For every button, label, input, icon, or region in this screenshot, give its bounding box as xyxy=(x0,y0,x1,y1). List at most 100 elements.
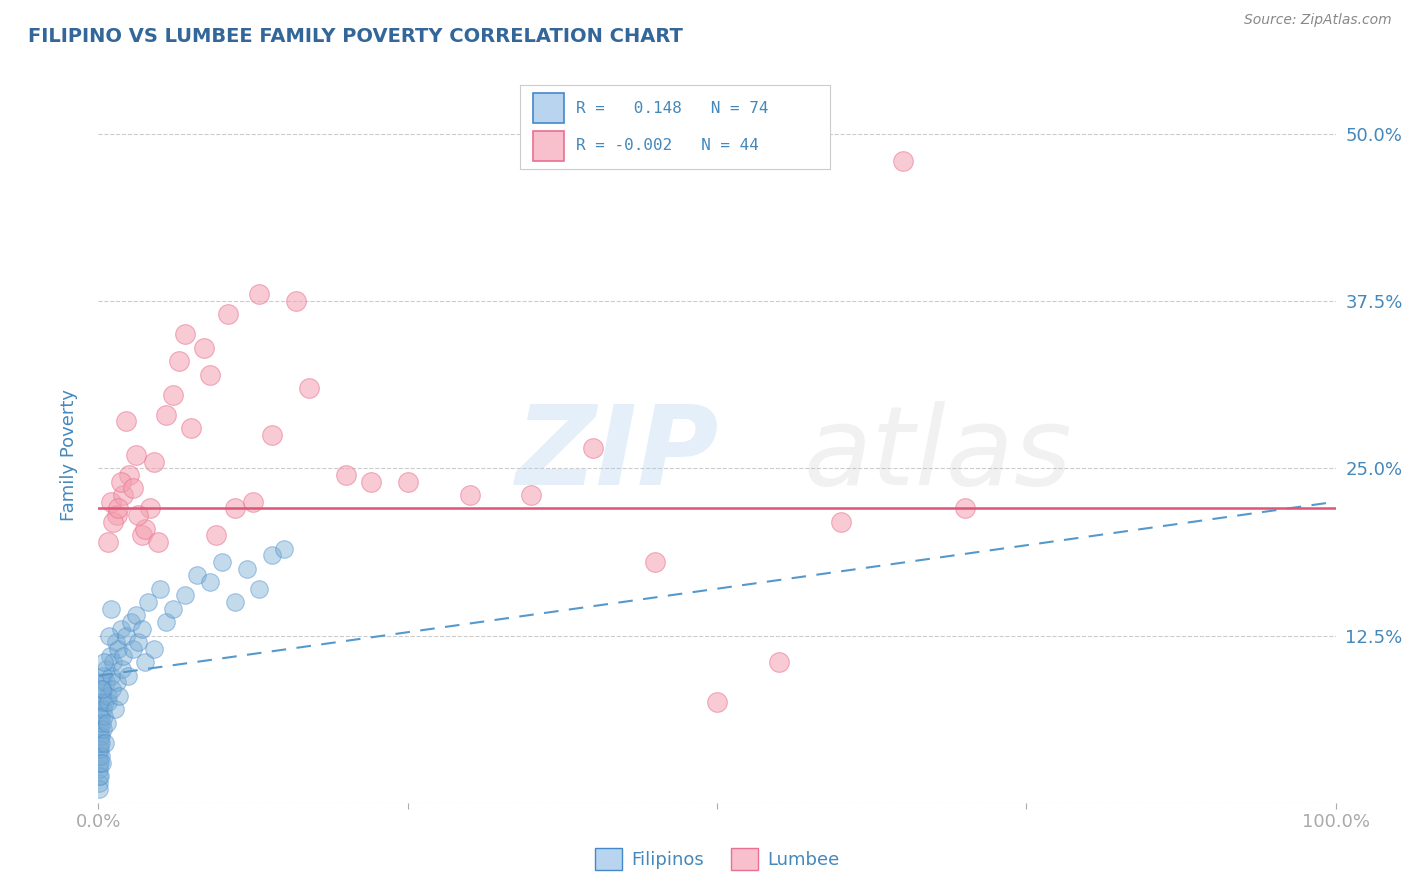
Point xyxy=(112,488,135,502)
Point xyxy=(582,442,605,455)
Text: ZIP: ZIP xyxy=(516,401,720,508)
Text: R =   0.148   N = 74: R = 0.148 N = 74 xyxy=(576,101,769,116)
Point xyxy=(768,655,790,669)
Point xyxy=(89,742,111,756)
Point xyxy=(134,655,156,669)
Point xyxy=(91,681,114,696)
Point xyxy=(162,601,184,615)
Point xyxy=(89,769,111,783)
Point xyxy=(94,696,117,710)
Point xyxy=(91,723,114,737)
Point xyxy=(93,669,115,683)
Point xyxy=(118,467,141,482)
Point xyxy=(143,455,166,469)
Point xyxy=(103,702,125,716)
Point xyxy=(205,528,228,542)
Point xyxy=(90,729,112,743)
Point xyxy=(830,515,852,529)
Point xyxy=(360,475,382,489)
Point xyxy=(105,675,128,690)
Point xyxy=(167,354,190,368)
Point xyxy=(155,408,177,422)
Point xyxy=(90,715,112,730)
Bar xyxy=(533,131,564,161)
Point xyxy=(111,662,134,676)
Legend: Filipinos, Lumbee: Filipinos, Lumbee xyxy=(588,841,846,877)
Point xyxy=(134,521,156,535)
Text: FILIPINO VS LUMBEE FAMILY POVERTY CORRELATION CHART: FILIPINO VS LUMBEE FAMILY POVERTY CORREL… xyxy=(28,27,683,45)
Point xyxy=(120,615,142,630)
Point xyxy=(211,555,233,569)
Point xyxy=(247,287,270,301)
Point xyxy=(149,582,172,596)
Point xyxy=(112,648,135,663)
Point xyxy=(396,475,419,489)
Point xyxy=(90,735,112,749)
Point xyxy=(247,582,270,596)
Point xyxy=(236,562,259,576)
Point xyxy=(103,515,125,529)
Point xyxy=(174,589,197,603)
Point xyxy=(87,775,110,790)
Point xyxy=(110,622,132,636)
Point xyxy=(100,601,122,615)
Point xyxy=(127,635,149,649)
Point xyxy=(891,153,914,168)
Point xyxy=(335,467,357,482)
Point xyxy=(953,501,976,516)
Point xyxy=(186,568,208,582)
Point xyxy=(97,696,120,710)
Y-axis label: Family Poverty: Family Poverty xyxy=(59,389,77,521)
Point xyxy=(87,762,110,776)
Point xyxy=(103,655,125,669)
Point xyxy=(117,669,139,683)
Point xyxy=(105,508,128,523)
Point xyxy=(90,681,112,696)
Point xyxy=(139,501,162,516)
Point xyxy=(96,715,118,730)
Point xyxy=(91,702,114,716)
Point xyxy=(89,702,111,716)
Point xyxy=(97,534,120,549)
Point xyxy=(124,448,146,462)
Point xyxy=(91,756,114,770)
Point xyxy=(127,508,149,523)
Point xyxy=(110,475,132,489)
Point xyxy=(162,387,184,401)
Point xyxy=(706,696,728,710)
Point xyxy=(89,782,111,797)
Point xyxy=(124,608,146,623)
Point xyxy=(458,488,481,502)
Point xyxy=(100,669,122,683)
Point xyxy=(90,675,112,690)
Point xyxy=(89,749,111,764)
Point xyxy=(107,501,129,516)
Point xyxy=(114,414,136,428)
Point xyxy=(89,735,111,749)
Point xyxy=(131,622,153,636)
Bar xyxy=(533,93,564,123)
Point xyxy=(146,534,169,549)
Point xyxy=(87,756,110,770)
Point xyxy=(193,341,215,355)
Point xyxy=(131,528,153,542)
Point xyxy=(198,574,221,589)
Point xyxy=(298,381,321,395)
Point xyxy=(97,689,120,703)
Point xyxy=(273,541,295,556)
Point xyxy=(242,494,264,508)
Point xyxy=(93,708,115,723)
Point xyxy=(122,482,145,496)
Point xyxy=(285,293,308,308)
Point xyxy=(260,427,283,442)
Text: R = -0.002   N = 44: R = -0.002 N = 44 xyxy=(576,138,759,153)
Point xyxy=(644,555,666,569)
Point xyxy=(155,615,177,630)
Point xyxy=(143,642,166,657)
Point xyxy=(89,729,111,743)
Point xyxy=(89,749,111,764)
Point xyxy=(224,595,246,609)
Point xyxy=(100,494,122,508)
Point xyxy=(96,675,118,690)
Point xyxy=(217,307,239,321)
